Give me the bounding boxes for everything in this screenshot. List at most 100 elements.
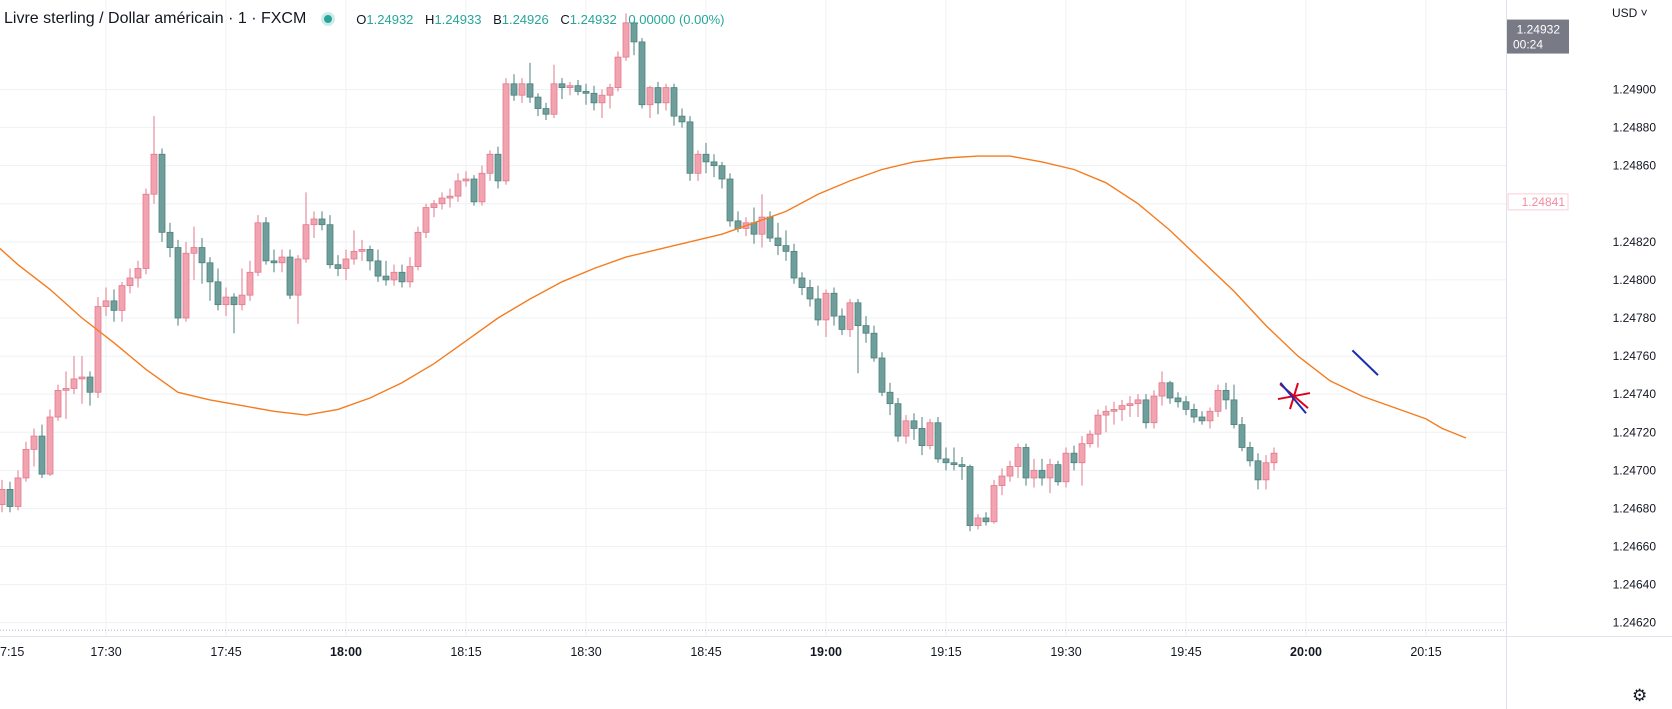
candle-up bbox=[142, 193, 150, 269]
candle-down bbox=[318, 218, 326, 226]
candle-up bbox=[238, 294, 246, 306]
candle-down bbox=[718, 165, 726, 180]
price-tick-label: 1.24660 bbox=[1613, 540, 1657, 554]
candle-down bbox=[110, 300, 118, 311]
candle-down bbox=[558, 83, 566, 88]
last-price-label: 1.24932 bbox=[1517, 23, 1561, 37]
chevron-down-icon: ˅ bbox=[1637, 6, 1648, 20]
candle-up bbox=[566, 85, 574, 88]
symbol-title[interactable]: Livre sterling / Dollar américain · 1 · … bbox=[4, 10, 307, 27]
candle-up bbox=[1006, 466, 1014, 477]
high-key: H bbox=[425, 11, 435, 27]
bar-countdown-label: 00:24 bbox=[1513, 38, 1543, 52]
candle-down bbox=[750, 222, 758, 235]
candle-down bbox=[174, 247, 182, 319]
candle-down bbox=[1190, 409, 1198, 418]
price-tick-label: 1.24640 bbox=[1613, 578, 1657, 592]
candle-down bbox=[886, 391, 894, 405]
candle-down bbox=[854, 302, 862, 327]
candles bbox=[0, 13, 1278, 532]
candle-up bbox=[350, 250, 358, 260]
price-tick-label: 1.24780 bbox=[1613, 311, 1657, 325]
candle-down bbox=[230, 296, 238, 306]
candle-up bbox=[54, 389, 62, 418]
candle-down bbox=[1054, 464, 1062, 483]
candle-up bbox=[902, 420, 910, 437]
candle-up bbox=[1062, 452, 1070, 483]
candle-down bbox=[702, 153, 710, 163]
candle-up bbox=[222, 296, 230, 306]
candle-up bbox=[486, 153, 494, 174]
candle-down bbox=[918, 428, 926, 446]
grid-lines bbox=[0, 0, 1506, 636]
price-tick-label: 1.24620 bbox=[1613, 616, 1657, 630]
candle-down bbox=[1038, 469, 1046, 479]
price-tick-label: 1.24800 bbox=[1613, 273, 1657, 287]
candle-down bbox=[1070, 452, 1078, 464]
candle-up bbox=[446, 195, 454, 199]
candle-up bbox=[310, 218, 318, 226]
close-key: C bbox=[560, 11, 570, 27]
candle-up bbox=[62, 388, 70, 391]
price-tick-label: 1.24740 bbox=[1613, 387, 1657, 401]
candle-up bbox=[46, 416, 54, 475]
candle-down bbox=[526, 83, 534, 98]
candle-down bbox=[1238, 424, 1246, 448]
time-tick-label: 20:15 bbox=[1410, 645, 1441, 659]
trend-line bbox=[1351, 349, 1379, 376]
candle-up bbox=[1078, 443, 1086, 464]
currency-label: USD bbox=[1612, 6, 1638, 20]
candle-down bbox=[1222, 389, 1230, 401]
candle-up bbox=[1086, 433, 1094, 445]
candle-up bbox=[1214, 389, 1222, 412]
candle-up bbox=[846, 302, 854, 330]
candle-down bbox=[198, 247, 206, 264]
price-tick-label: 1.24820 bbox=[1613, 235, 1657, 249]
candle-down bbox=[790, 250, 798, 279]
gear-icon[interactable]: ⚙ bbox=[1632, 686, 1648, 705]
candle-up bbox=[502, 83, 510, 182]
candle-down bbox=[654, 87, 662, 104]
price-tick-label: 1.24680 bbox=[1613, 501, 1657, 515]
time-tick-label: 19:45 bbox=[1170, 645, 1201, 659]
candle-up bbox=[14, 477, 22, 507]
candle-down bbox=[534, 96, 542, 109]
candle-up bbox=[1158, 382, 1166, 397]
currency-selector[interactable]: USD ˅ bbox=[1612, 6, 1648, 20]
candle-up bbox=[1206, 410, 1214, 422]
candle-down bbox=[638, 41, 646, 106]
candle-down bbox=[774, 237, 782, 247]
candle-down bbox=[766, 216, 774, 239]
candle-down bbox=[1198, 416, 1206, 422]
time-tick-label: 7:15 bbox=[0, 645, 24, 659]
price-tick-label: 1.24880 bbox=[1613, 121, 1657, 135]
price-axis: 1.24620 1.24640 1.24660 1.24680 1.24700 1.247… bbox=[1507, 19, 1657, 630]
change-value: 0.00000 (0.00%) bbox=[628, 11, 725, 27]
low-key: B bbox=[493, 11, 502, 27]
candle-up bbox=[1118, 405, 1126, 410]
candle-up bbox=[358, 249, 366, 252]
candle-up bbox=[606, 87, 614, 96]
candle-up bbox=[646, 87, 654, 106]
candle-up bbox=[1126, 403, 1134, 406]
candle-up bbox=[342, 258, 350, 269]
candle-down bbox=[86, 376, 94, 393]
plot-area bbox=[0, 13, 1467, 532]
candle-down bbox=[374, 260, 382, 277]
candle-down bbox=[942, 458, 950, 464]
candle-up bbox=[926, 422, 934, 446]
candle-down bbox=[382, 275, 390, 281]
candle-up bbox=[302, 224, 310, 260]
candle-up bbox=[1102, 410, 1110, 416]
candle-up bbox=[118, 285, 126, 311]
candle-down bbox=[214, 281, 222, 306]
candle-down bbox=[678, 115, 686, 123]
candle-down bbox=[574, 85, 582, 92]
candle-down bbox=[542, 108, 550, 115]
candle-up bbox=[30, 435, 38, 450]
candle-down bbox=[398, 271, 406, 283]
candle-down bbox=[1230, 399, 1238, 426]
candle-down bbox=[894, 403, 902, 437]
candle-up bbox=[1030, 469, 1038, 479]
